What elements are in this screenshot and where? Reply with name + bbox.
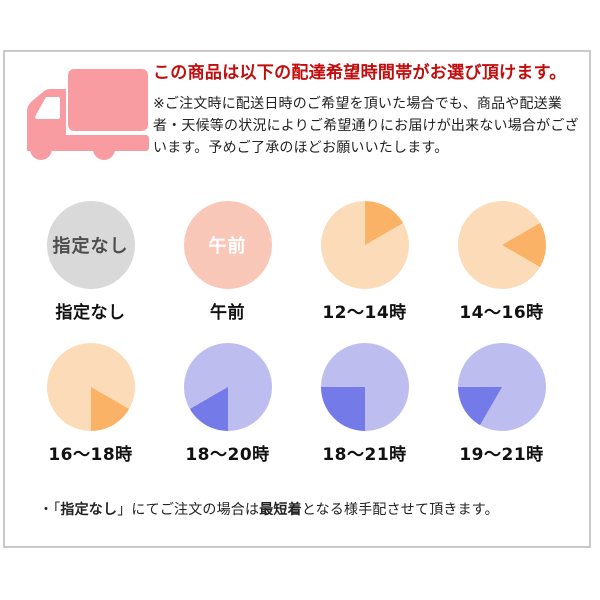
truck-icon [25, 60, 151, 162]
footnote-segment: 」にてご注文の場合は [117, 502, 260, 518]
time-slot-label: 18〜21時 [322, 445, 407, 465]
time-slot-18-20: 18〜20時 [183, 343, 272, 465]
time-slot-clock [46, 343, 135, 431]
time-slot-18-21: 18〜21時 [320, 343, 409, 465]
time-slot-label: 指定なし [55, 303, 126, 323]
time-slot-clock [320, 343, 409, 431]
footnote: ・「指定なし」にてご注文の場合は最短着となる様手配させて頂きます。 [39, 500, 579, 520]
time-slot-inner-label: 午前 [208, 236, 247, 257]
time-slot-14-16: 14〜16時 [457, 201, 546, 323]
footnote-segment: ・「 [39, 502, 61, 518]
time-slot-label: 午前 [210, 303, 245, 323]
time-slot-19-21: 19〜21時 [457, 343, 546, 465]
time-slot-12-14: 12〜14時 [320, 201, 409, 323]
panel-title: この商品は以下の配達希望時間帯がお選び頂けます。 [153, 63, 567, 83]
time-slot-label: 18〜20時 [185, 445, 270, 465]
time-slot-clock [183, 343, 272, 431]
time-slot-label: 12〜14時 [322, 303, 407, 323]
time-slot-clock: 指定なし [46, 201, 135, 289]
header: この商品は以下の配達希望時間帯がお選び頂けます。 ※ご注文時に配送日時のご希望を… [153, 62, 587, 159]
disclaimer-text: ※ご注文時に配送日時のご希望を頂いた場合でも、商品や配送業者・天候等の状況により… [153, 96, 579, 156]
time-slot-16-18: 16〜18時 [46, 343, 135, 465]
delivery-info-panel: この商品は以下の配達希望時間帯がお選び頂けます。 ※ご注文時に配送日時のご希望を… [3, 50, 591, 548]
time-slot-clock [457, 343, 546, 431]
time-slot-label: 16〜18時 [48, 445, 133, 465]
time-slot-clock [320, 201, 409, 289]
time-slot-label: 19〜21時 [459, 445, 544, 465]
time-slot-clock: 午前 [183, 201, 272, 289]
time-slot-inner-label: 指定なし [52, 236, 129, 257]
time-slot-clock [457, 201, 546, 289]
time-slot-grid: 指定なし 指定なし 午前 午前 12〜14時 14〜16時 [22, 201, 572, 465]
time-slot-label: 14〜16時 [459, 303, 544, 323]
time-slot-unspecified: 指定なし 指定なし [46, 201, 135, 323]
footnote-segment: 最短着 [259, 502, 302, 518]
footnote-segment: となる様手配させて頂きます。 [301, 502, 499, 518]
time-slot-morning: 午前 午前 [183, 201, 272, 323]
footnote-segment: 指定なし [60, 502, 118, 518]
